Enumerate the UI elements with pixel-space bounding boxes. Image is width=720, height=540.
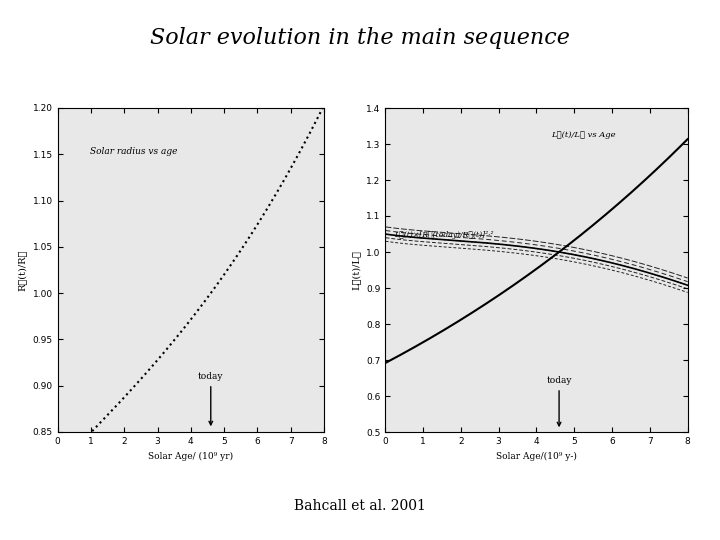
Y-axis label: L☉(t)/L☉: L☉(t)/L☉ [351, 250, 361, 290]
Text: L☉(t)×[R☉(today)/R☉(t)]²·²: L☉(t)×[R☉(today)/R☉(t)]²·² [395, 231, 494, 239]
Y-axis label: R☉(t)/R☉: R☉(t)/R☉ [18, 249, 27, 291]
Text: Solar evolution in the main sequence: Solar evolution in the main sequence [150, 27, 570, 49]
Text: today: today [198, 372, 223, 425]
X-axis label: Solar Age/(10⁹ y-): Solar Age/(10⁹ y-) [496, 451, 577, 461]
Text: Solar radius vs age: Solar radius vs age [89, 147, 177, 156]
X-axis label: Solar Age/ (10⁹ yr): Solar Age/ (10⁹ yr) [148, 451, 233, 461]
Text: today: today [546, 376, 572, 426]
Text: L☉(t)/L☉ vs Age: L☉(t)/L☉ vs Age [552, 131, 616, 139]
Text: Bahcall et al. 2001: Bahcall et al. 2001 [294, 499, 426, 513]
